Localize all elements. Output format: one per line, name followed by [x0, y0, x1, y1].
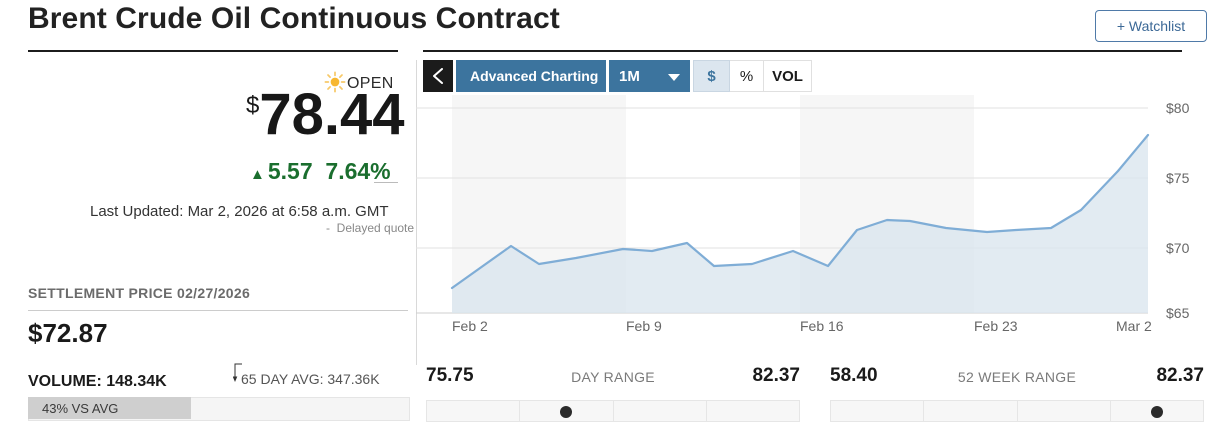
svg-text:Feb 16: Feb 16 [800, 318, 844, 334]
svg-text:Feb 23: Feb 23 [974, 318, 1018, 334]
svg-text:Feb 9: Feb 9 [626, 318, 662, 334]
svg-text:$65: $65 [1166, 305, 1190, 321]
svg-text:Mar 2: Mar 2 [1116, 318, 1152, 334]
svg-text:Feb 2: Feb 2 [452, 318, 488, 334]
svg-text:$70: $70 [1166, 240, 1190, 256]
svg-text:$75: $75 [1166, 170, 1190, 186]
svg-text:$80: $80 [1166, 100, 1190, 116]
